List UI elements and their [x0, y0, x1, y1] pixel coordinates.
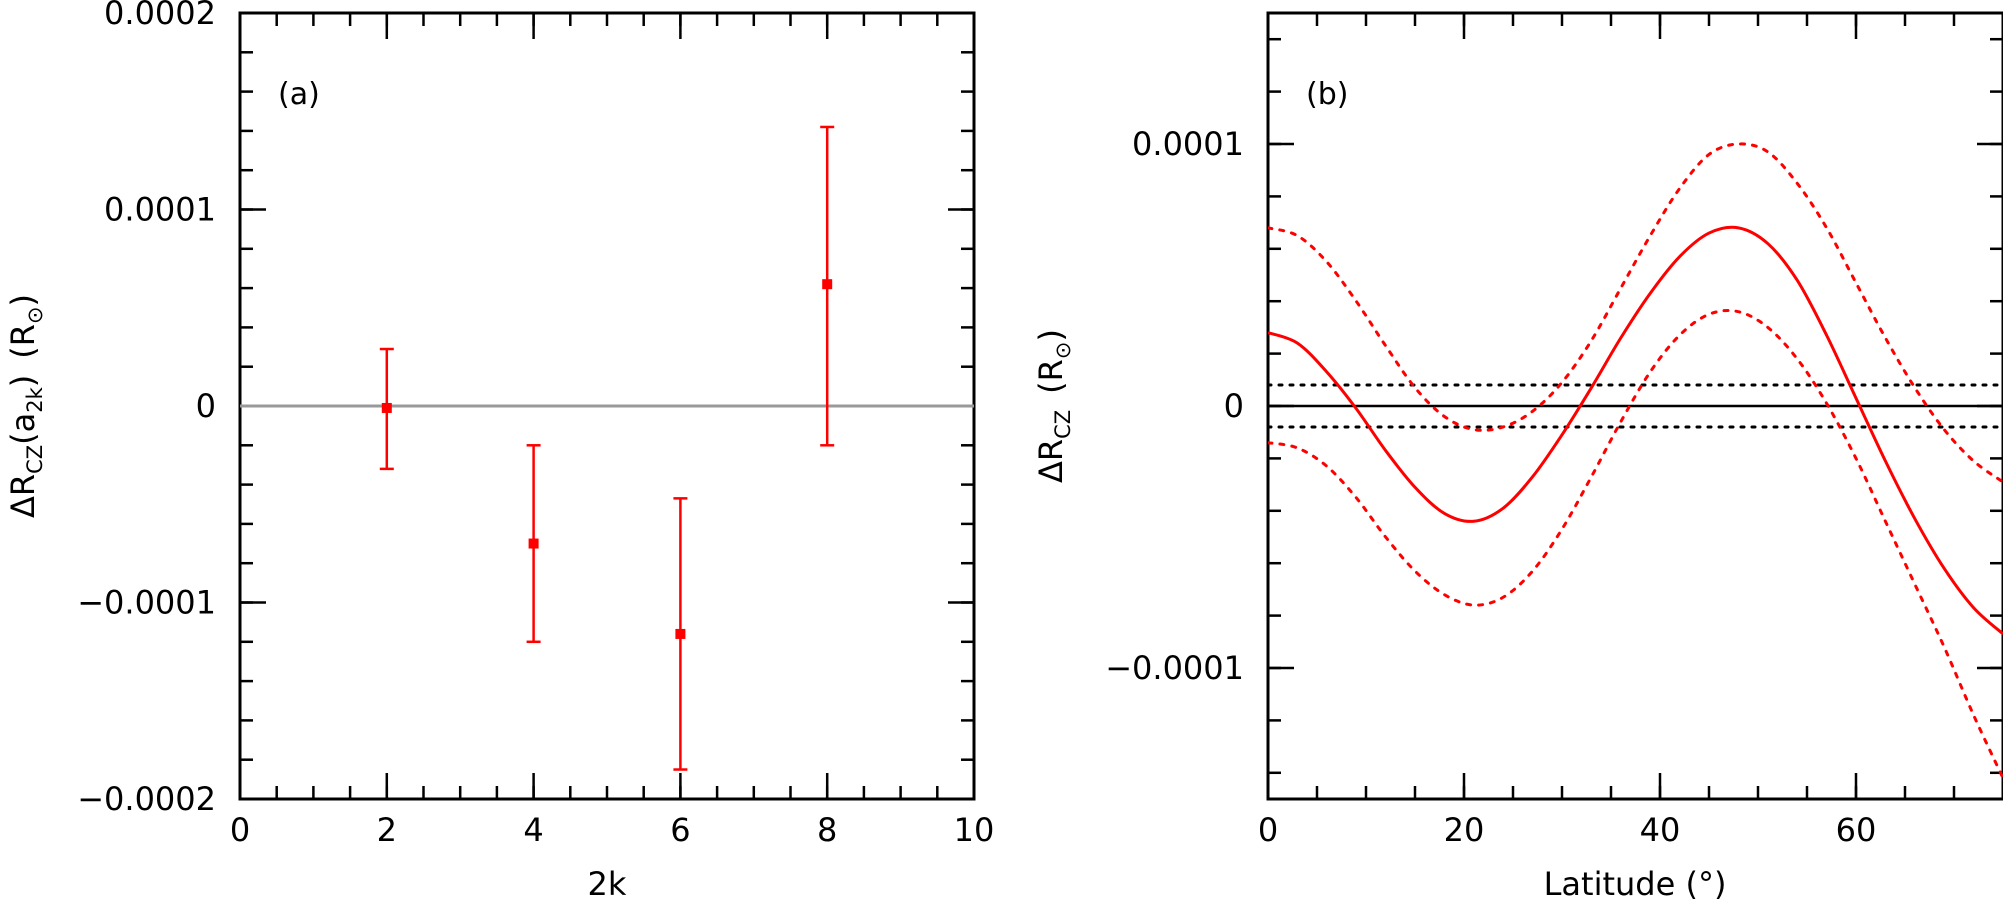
panel-a-x-tick-label: 10: [954, 811, 995, 849]
panel-b-y-tick-label: 0: [1224, 387, 1244, 425]
panel-a-y-tick-label: 0.0002: [104, 0, 216, 32]
panel-a-data: [240, 125, 974, 771]
panel-a-y-tick-label: 0: [196, 387, 216, 425]
panel-a-x-tick-label: 8: [817, 811, 837, 849]
panel-a-x-tick-label: 2: [377, 811, 397, 849]
panel-b-ylabel: ΔRCZ(R⊙): [1032, 329, 1075, 483]
panel-a: (a) 2k ΔRCZ(a2k)(R⊙) 0 2 4 6 8 10 −0.0002 −0.00…: [4, 0, 994, 903]
panel-a-xlabel: 2k: [588, 865, 627, 903]
panel-a-ylabel: ΔRCZ(a2k)(R⊙): [4, 294, 47, 518]
panel-a-y-tick-label: −0.0002: [77, 780, 216, 818]
panel-b-data: [1268, 142, 2003, 780]
panel-a-x-tick-label: 6: [670, 811, 690, 849]
panel-b-y-tick-label: −0.0001: [1105, 649, 1244, 687]
panel-b-x-tick-label: 20: [1444, 811, 1485, 849]
panel-a-x-tick-label: 0: [230, 811, 250, 849]
data-marker: [381, 402, 392, 413]
panel-b-xlabel: Latitude (°): [1544, 865, 1727, 903]
panel-b-ticks: 0 20 40 60 −0.0001 0 0.0001: [1105, 13, 2003, 849]
data-marker: [675, 628, 686, 639]
panel-a-point-2: [526, 444, 541, 644]
panel-a-point-3: [673, 497, 688, 771]
panel-b-y-tick-label: 0.0001: [1132, 125, 1244, 163]
panel-a-point-1: [379, 347, 394, 471]
panel-b: (b) Latitude (°) ΔRCZ(R⊙) 0 20 40 60 −0.0001…: [1032, 11, 2003, 903]
panel-a-y-tick-label: 0.0001: [104, 191, 216, 229]
panel-a-ticks: 0 2 4 6 8 10 −0.0002 −0.0001 0 0.0001 0.0002: [77, 0, 994, 849]
panel-b-series-2-dotted: [1268, 142, 2003, 484]
panel-b-x-tick-label: 0: [1258, 811, 1278, 849]
panel-b-x-tick-label: 60: [1836, 811, 1877, 849]
panel-a-y-tick-label: −0.0001: [77, 584, 216, 622]
panel-a-label: (a): [278, 77, 320, 112]
panel-a-point-4: [820, 125, 835, 447]
data-marker: [528, 538, 539, 549]
panel-b-label: (b): [1306, 77, 1348, 112]
panel-b-series-1-solid: [1268, 225, 2003, 636]
panel-a-x-tick-label: 4: [523, 811, 543, 849]
panel-b-x-tick-label: 40: [1640, 811, 1681, 849]
panel-b-series-3-dotted: [1268, 309, 2003, 780]
data-marker: [822, 279, 833, 290]
